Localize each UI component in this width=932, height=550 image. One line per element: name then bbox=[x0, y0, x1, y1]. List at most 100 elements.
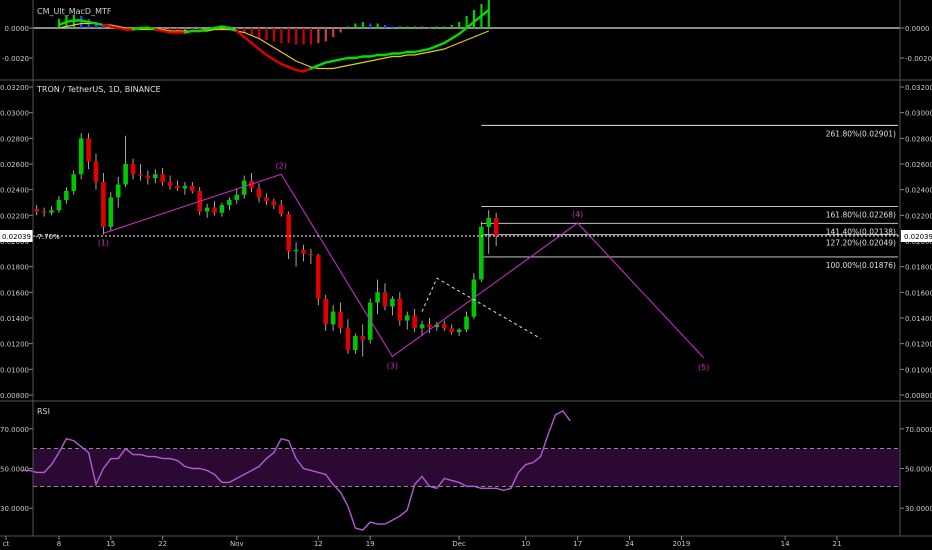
candle-body bbox=[212, 207, 217, 213]
candle-body bbox=[315, 255, 321, 299]
price-tick-label-left: 0.02800 bbox=[0, 135, 29, 143]
candle-body bbox=[123, 164, 128, 185]
price-title: TRON / TetherUS, 1D, BINANCE bbox=[36, 85, 161, 94]
price-tick-label-right: 0.01200 bbox=[905, 341, 932, 349]
macd-histogram-bar bbox=[391, 26, 394, 28]
macd-histogram-bar bbox=[383, 25, 387, 28]
macd-line-segment bbox=[272, 58, 283, 66]
macd-histogram-bar bbox=[398, 26, 402, 28]
last-price-tag-left bbox=[0, 229, 33, 242]
price-tick-label-left: 0.02600 bbox=[0, 161, 29, 169]
macd-line-segment bbox=[57, 20, 68, 27]
macd-histogram-bar bbox=[94, 22, 98, 28]
candle-body bbox=[330, 311, 336, 325]
macd-histogram-bar bbox=[250, 28, 253, 36]
rsi-panel: RSI 70.0000 70.0000 50.0000 50.0000 30.0000 30… bbox=[0, 407, 932, 531]
candle-body bbox=[479, 226, 484, 280]
rsi-tick-label-left: 50.0000 bbox=[0, 466, 29, 474]
candle-body bbox=[49, 210, 54, 213]
macd-line-segment bbox=[480, 8, 490, 18]
macd-histogram-bar bbox=[443, 26, 446, 28]
macd-line-segment bbox=[257, 47, 268, 57]
macd-panel: CM_Ult_MacD_MTF 0.0000 0.0000 -0.0020 -0.002… bbox=[2, 0, 932, 73]
elliott-wave-label: (4) bbox=[572, 210, 583, 219]
macd-line-segment bbox=[87, 20, 98, 25]
x-tick-label: Nov bbox=[230, 540, 244, 548]
macd-histogram-bar bbox=[361, 22, 364, 28]
x-tick-label: 24 bbox=[625, 540, 634, 548]
candle-body bbox=[93, 161, 99, 182]
price-change-label: -7.70% bbox=[35, 233, 60, 241]
macd-histogram-bar bbox=[102, 25, 105, 28]
candle-body bbox=[293, 249, 299, 252]
x-tick-label: 19 bbox=[366, 540, 375, 548]
candle-body bbox=[167, 181, 173, 186]
candle-body bbox=[464, 316, 469, 330]
macd-histogram-bar bbox=[346, 26, 350, 28]
candle-body bbox=[101, 181, 106, 227]
macd-histogram-bar bbox=[176, 28, 179, 33]
macd-histogram-bar bbox=[169, 28, 172, 31]
macd-line-segment bbox=[250, 41, 261, 51]
macd-histogram-bar bbox=[324, 28, 327, 42]
macd-histogram-bar bbox=[302, 28, 305, 45]
elliott-wave-label: (5) bbox=[698, 363, 709, 372]
macd-histogram-bar bbox=[191, 28, 194, 31]
macd-line-segment bbox=[354, 55, 364, 60]
price-tick-label-left: 0.03000 bbox=[0, 110, 29, 118]
price-tick-label-right: 0.01600 bbox=[905, 289, 932, 297]
price-tick-label-left: 0.01000 bbox=[0, 366, 29, 374]
candle-body bbox=[353, 335, 358, 351]
macd-histogram-bar bbox=[376, 23, 379, 28]
macd-line-segment bbox=[94, 22, 105, 27]
fib-level-label: 261.80%(0.02901) bbox=[826, 129, 896, 138]
macd-histogram-bar bbox=[317, 28, 320, 43]
macd-line-segment bbox=[154, 28, 164, 33]
macd-line-segment bbox=[213, 25, 224, 30]
macd-line-segment bbox=[383, 52, 394, 57]
candle-body bbox=[345, 328, 351, 351]
macd-line-segment bbox=[309, 64, 320, 70]
macd-histogram-bar bbox=[235, 28, 238, 30]
price-tick-label-left: 0.01400 bbox=[0, 315, 29, 323]
price-tick-label-right: 0.02400 bbox=[905, 187, 932, 195]
macd-line-segment bbox=[317, 61, 327, 67]
macd-line-segment bbox=[450, 32, 461, 40]
price-tick-label-left: 0.01600 bbox=[0, 289, 29, 297]
candle-body bbox=[86, 138, 91, 162]
candle-body bbox=[182, 185, 188, 189]
macd-histogram-bar bbox=[80, 16, 83, 28]
rsi-line bbox=[21, 410, 571, 531]
macd-histogram-bar bbox=[265, 28, 268, 40]
macd-line-segment bbox=[220, 25, 231, 30]
price-tick-label-left: 0.03200 bbox=[0, 84, 29, 92]
candle-body bbox=[115, 184, 121, 198]
candle-body bbox=[160, 174, 165, 182]
macd-histogram-bar bbox=[428, 28, 431, 29]
macd-histogram-bar bbox=[183, 28, 187, 31]
x-tick-label: 21 bbox=[833, 540, 842, 548]
price-tick-label-right: 0.01400 bbox=[905, 315, 932, 323]
macd-line-segment bbox=[420, 47, 431, 52]
macd-histogram-bar bbox=[258, 28, 261, 39]
candle-body bbox=[412, 315, 417, 329]
macd-histogram-bar bbox=[280, 28, 283, 43]
candle-body bbox=[152, 174, 158, 179]
price-tick-label-left: 0.00800 bbox=[0, 392, 29, 400]
macd-histogram-bar bbox=[465, 16, 468, 28]
candle-body bbox=[71, 174, 77, 191]
macd-histogram-bar bbox=[354, 23, 357, 28]
macd-histogram-bar bbox=[472, 10, 476, 28]
candle-body bbox=[190, 185, 195, 191]
candle-body bbox=[130, 164, 136, 175]
dashed-trend-line bbox=[421, 277, 541, 339]
price-tick-label-left: 0.02000 bbox=[0, 238, 29, 246]
candle-body bbox=[278, 205, 284, 215]
candle-body bbox=[308, 253, 314, 256]
candle-body bbox=[419, 324, 425, 329]
macd-histogram-bar bbox=[198, 28, 201, 31]
price-tick-label-right: 0.02800 bbox=[905, 135, 932, 143]
macd-histogram-bar bbox=[435, 26, 439, 28]
macd-line-segment bbox=[146, 26, 157, 31]
x-tick-label: 14 bbox=[781, 540, 790, 548]
